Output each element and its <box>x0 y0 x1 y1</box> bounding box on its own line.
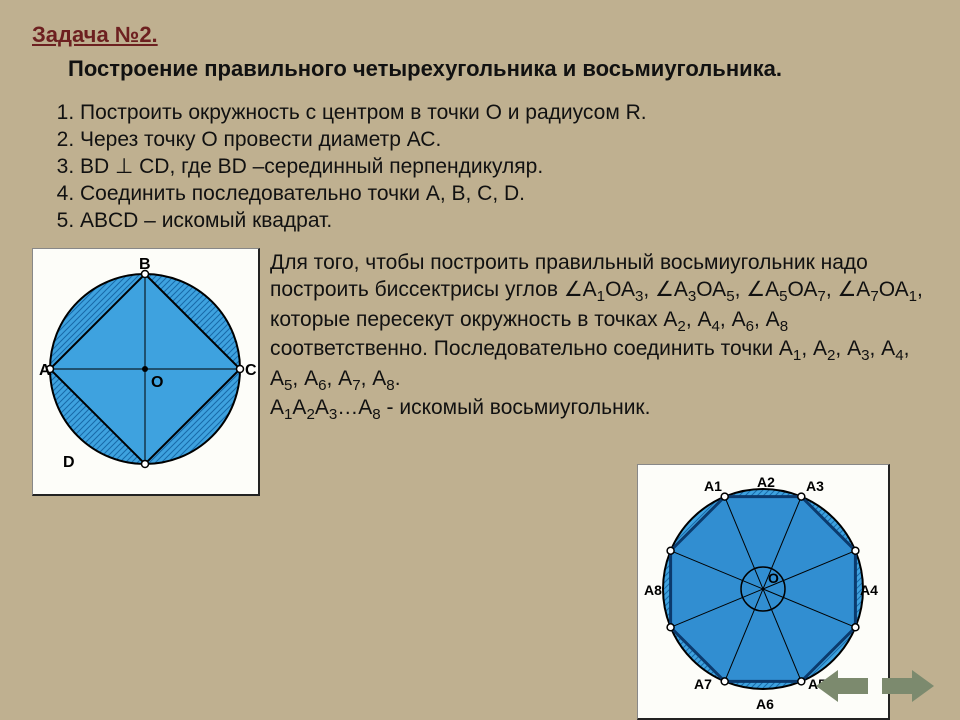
svg-text:O: O <box>151 374 163 391</box>
svg-text:O: O <box>768 570 779 586</box>
step-item: Через точку О провести диаметр АС. <box>80 127 928 154</box>
svg-text:A7: A7 <box>694 676 712 692</box>
figure-square: A B C D O <box>32 248 260 496</box>
step-item: Построить окружность с центром в точки О… <box>80 100 928 127</box>
svg-text:A1: A1 <box>704 478 722 494</box>
svg-text:C: C <box>245 362 257 379</box>
svg-text:B: B <box>139 256 151 273</box>
svg-text:A4: A4 <box>860 582 878 598</box>
svg-text:D: D <box>63 454 75 471</box>
nav-arrows <box>816 668 934 704</box>
figure-octagon-wrap: A1A2A3A4A5A6A7A8O <box>32 460 928 720</box>
step-item: ABCD – искомый квадрат. <box>80 208 928 235</box>
svg-text:A2: A2 <box>757 474 775 490</box>
svg-text:A3: A3 <box>806 478 824 494</box>
svg-text:A: A <box>39 362 51 379</box>
content-row: A B C D O Для того, чтобы построить правильн… <box>32 244 928 496</box>
explanation-text: Для того, чтобы построить правильный вос… <box>270 244 928 425</box>
document-page: Задача №2. Построение правильного четыре… <box>0 0 960 720</box>
arrow-right-icon[interactable] <box>882 668 934 704</box>
task-title: Задача №2. <box>32 22 928 48</box>
arrow-left-icon[interactable] <box>816 668 868 704</box>
square-diagram: A B C D O <box>33 249 258 489</box>
svg-text:A6: A6 <box>756 696 774 712</box>
svg-text:A8: A8 <box>644 582 662 598</box>
step-item: BD ⊥ CD, где BD –серединный перпендикуля… <box>80 154 928 181</box>
steps-list: Построить окружность с центром в точки О… <box>32 100 928 234</box>
task-subtitle: Построение правильного четырехугольника … <box>32 56 928 82</box>
step-item: Соединить последовательно точки А, В, С,… <box>80 181 928 208</box>
